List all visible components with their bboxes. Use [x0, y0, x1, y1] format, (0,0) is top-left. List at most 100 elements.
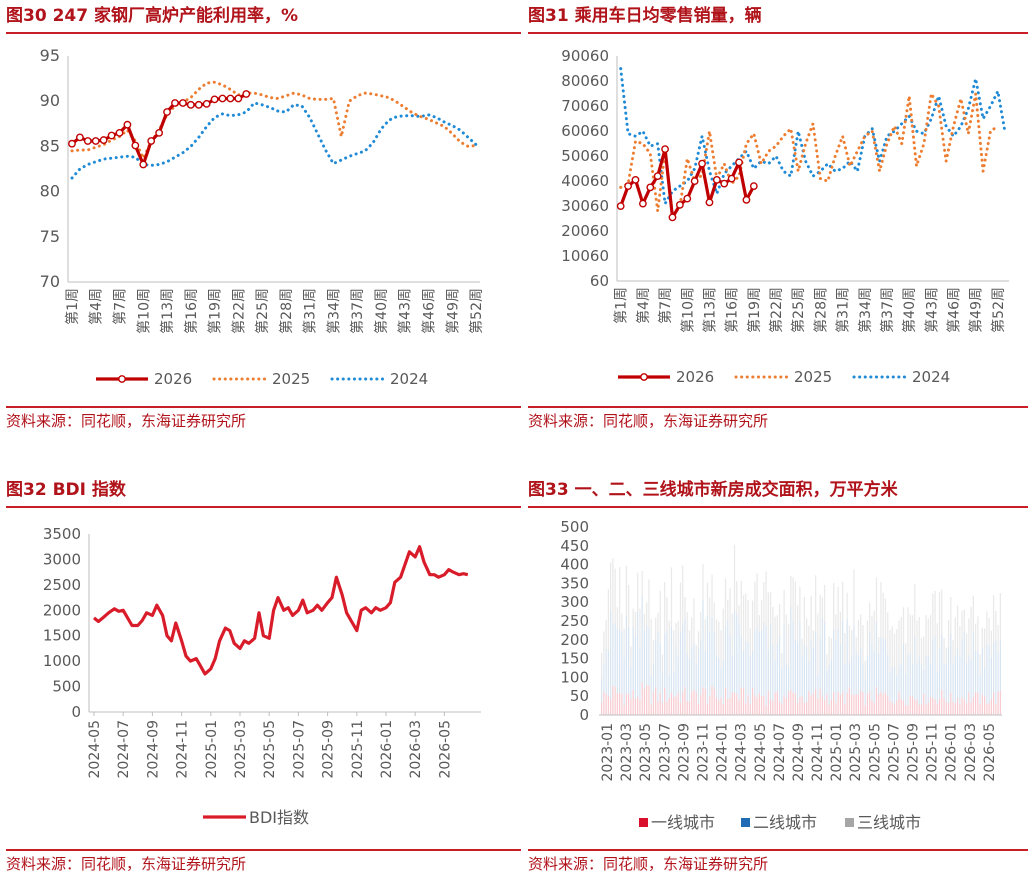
x-tick-label: 2025-03	[233, 720, 249, 779]
bar-segment	[918, 656, 920, 705]
bar-segment	[664, 687, 666, 715]
bar-segment	[968, 692, 970, 715]
bar-segment	[731, 613, 733, 656]
bar-segment	[754, 581, 756, 632]
bar-segment	[938, 647, 941, 699]
data-point-2026	[75, 133, 84, 142]
bar-segment	[637, 572, 639, 613]
bar-segment	[767, 650, 769, 692]
x-tick-label: 2024-01	[715, 723, 731, 782]
bar-segment	[648, 579, 650, 629]
bar-segment	[934, 699, 936, 715]
bar-segment	[873, 702, 875, 715]
bar-segment	[927, 702, 929, 715]
bar-segment	[979, 654, 981, 675]
bar-segment	[754, 695, 756, 715]
bar-segment	[812, 630, 814, 648]
legend-swatch-1	[639, 818, 648, 827]
bar-segment	[605, 694, 607, 715]
bar-segment	[634, 698, 637, 715]
x-tick-label: 2026-05	[437, 720, 453, 779]
title-rule	[528, 506, 1028, 508]
bar-segment	[652, 664, 655, 693]
bar-segment	[673, 697, 675, 715]
bar-segment	[918, 617, 920, 657]
bar-segment	[821, 696, 824, 715]
bar-segment	[884, 639, 887, 693]
y-tick-label: 2500	[43, 576, 81, 594]
bar-segment	[803, 644, 805, 703]
x-tick-label: 2026-01	[379, 720, 395, 779]
x-tick-label: 第40周	[901, 287, 918, 333]
bar-segment	[981, 694, 983, 715]
bar-segment	[826, 654, 828, 671]
bar-segment	[902, 643, 905, 701]
bar-segment	[794, 693, 796, 715]
bar-segment	[999, 640, 1001, 691]
title-rule	[6, 506, 521, 508]
bar-segment	[616, 607, 619, 630]
y-tick-label: 40060	[561, 172, 609, 190]
bar-segment	[999, 593, 1001, 641]
y-tick-label: 70	[40, 272, 60, 291]
bar-segment	[857, 655, 860, 695]
bar-segment	[970, 702, 972, 715]
bar-segment	[907, 607, 909, 655]
x-tick-label: 2025-01	[204, 720, 220, 779]
bar-segment	[808, 662, 810, 692]
bar-segment	[810, 695, 812, 715]
bar-segment	[842, 620, 844, 693]
bar-segment	[740, 580, 742, 637]
bar-segment	[727, 599, 729, 621]
bar-segment	[880, 637, 882, 692]
bar-segment	[774, 661, 776, 693]
bar-segment	[774, 616, 776, 662]
bar-segment	[938, 698, 941, 715]
bar-segment	[871, 615, 873, 645]
bar-segment	[846, 619, 848, 693]
bar-segment	[817, 613, 819, 675]
bar-segment	[650, 704, 652, 715]
bar-segment	[830, 659, 833, 700]
bar-segment	[887, 612, 889, 655]
bar-segment	[961, 610, 963, 641]
bar-segment	[810, 639, 812, 696]
bar-segment	[614, 622, 616, 688]
bar-segment	[619, 629, 621, 694]
data-point-2026	[91, 137, 100, 145]
bar-segment	[997, 625, 999, 654]
bar-segment	[614, 568, 616, 623]
chart-title: 图30 247 家钢厂高炉产能利用率，%	[6, 6, 299, 26]
bar-segment	[610, 699, 612, 715]
bar-segment	[875, 687, 878, 715]
bar-segment	[898, 620, 900, 666]
bar-segment	[781, 704, 783, 715]
data-point-2026	[83, 137, 92, 145]
bar-segment	[855, 694, 857, 715]
bar-segment	[711, 574, 713, 619]
bar-segment	[670, 627, 673, 693]
bar-segment	[974, 623, 977, 651]
bar-segment	[760, 696, 763, 715]
bar-segment	[954, 703, 956, 715]
x-tick-label: 2026-05	[982, 723, 998, 782]
bar-segment	[846, 692, 848, 715]
data-point-2026	[107, 131, 116, 140]
y-tick-label: 90	[40, 91, 60, 110]
bar-segment	[772, 607, 774, 644]
bar-segment	[697, 703, 700, 715]
bar-segment	[833, 692, 835, 715]
bar-segment	[639, 608, 641, 647]
bar-segment	[785, 698, 787, 715]
bar-segment	[839, 645, 842, 696]
bar-segment	[702, 563, 704, 601]
bar-segment	[830, 638, 833, 660]
bar-segment	[803, 702, 805, 715]
bar-segment	[601, 702, 603, 715]
bar-segment	[646, 625, 648, 686]
bar-segment	[934, 637, 936, 700]
bar-segment	[979, 674, 981, 704]
x-tick-label: 第34周	[857, 287, 874, 333]
data-point-2026	[727, 174, 736, 183]
y-tick-label: 50	[570, 687, 589, 705]
